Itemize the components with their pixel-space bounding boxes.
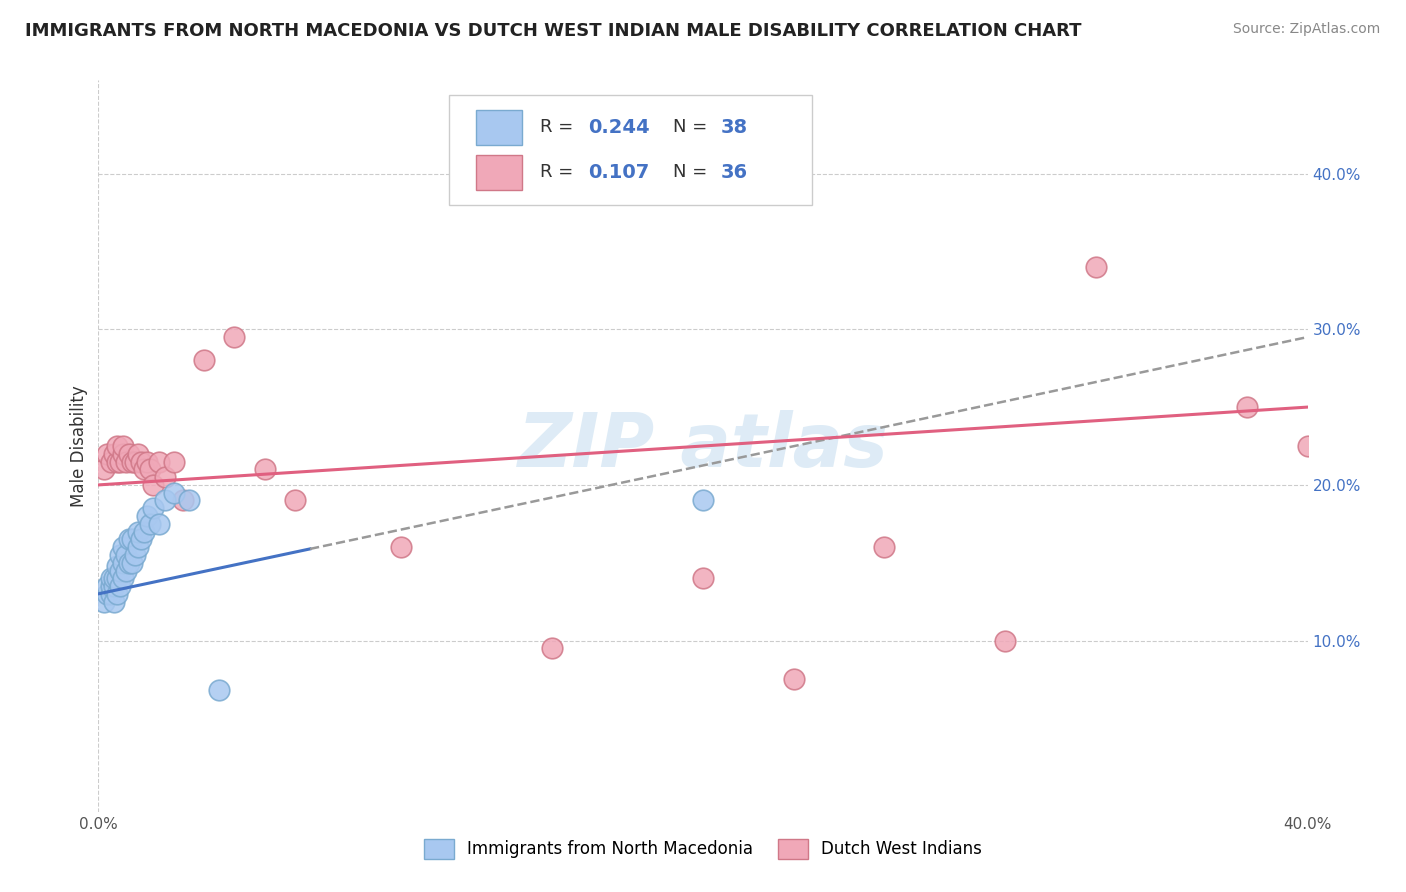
Dutch West Indians [1085, 260, 1108, 274]
Text: ZIP atlas: ZIP atlas [517, 409, 889, 483]
Immigrants from North Macedonia [121, 533, 143, 547]
Dutch West Indians [1236, 400, 1258, 414]
Dutch West Indians [163, 454, 186, 468]
Text: Source: ZipAtlas.com: Source: ZipAtlas.com [1233, 22, 1381, 37]
Immigrants from North Macedonia [111, 571, 134, 585]
Dutch West Indians [93, 462, 115, 476]
Immigrants from North Macedonia [105, 587, 128, 601]
Immigrants from North Macedonia [108, 579, 131, 593]
Immigrants from North Macedonia [148, 516, 170, 531]
Dutch West Indians [135, 454, 157, 468]
Dutch West Indians [139, 462, 162, 476]
Immigrants from North Macedonia [108, 548, 131, 562]
Dutch West Indians [108, 454, 131, 468]
Dutch West Indians [105, 439, 128, 453]
FancyBboxPatch shape [475, 110, 522, 145]
Immigrants from North Macedonia [103, 571, 125, 585]
Immigrants from North Macedonia [127, 524, 149, 539]
Dutch West Indians [111, 447, 134, 461]
Text: 36: 36 [721, 163, 748, 182]
Immigrants from North Macedonia [135, 509, 157, 524]
Immigrants from North Macedonia [100, 571, 122, 585]
Immigrants from North Macedonia [103, 579, 125, 593]
Text: N =: N = [672, 118, 713, 136]
Immigrants from North Macedonia [105, 558, 128, 573]
Dutch West Indians [100, 454, 122, 468]
Immigrants from North Macedonia [96, 579, 118, 593]
Immigrants from North Macedonia [105, 571, 128, 585]
Text: R =: R = [540, 163, 579, 181]
Immigrants from North Macedonia [153, 493, 176, 508]
Immigrants from North Macedonia [692, 493, 714, 508]
Dutch West Indians [692, 571, 714, 585]
Immigrants from North Macedonia [114, 564, 136, 578]
Y-axis label: Male Disability: Male Disability [70, 385, 89, 507]
Dutch West Indians [124, 454, 146, 468]
Immigrants from North Macedonia [132, 524, 155, 539]
Dutch West Indians [132, 462, 155, 476]
FancyBboxPatch shape [449, 95, 811, 204]
Dutch West Indians [127, 447, 149, 461]
Dutch West Indians [284, 493, 307, 508]
Text: 0.244: 0.244 [588, 118, 650, 136]
Immigrants from North Macedonia [103, 594, 125, 608]
Dutch West Indians [172, 493, 194, 508]
Immigrants from North Macedonia [111, 556, 134, 570]
Dutch West Indians [873, 540, 896, 554]
Legend: Immigrants from North Macedonia, Dutch West Indians: Immigrants from North Macedonia, Dutch W… [418, 832, 988, 865]
Dutch West Indians [111, 439, 134, 453]
Text: N =: N = [672, 163, 713, 181]
Immigrants from North Macedonia [121, 556, 143, 570]
FancyBboxPatch shape [475, 155, 522, 190]
Dutch West Indians [103, 447, 125, 461]
Immigrants from North Macedonia [93, 594, 115, 608]
Immigrants from North Macedonia [139, 516, 162, 531]
Dutch West Indians [96, 447, 118, 461]
Dutch West Indians [121, 454, 143, 468]
Immigrants from North Macedonia [142, 501, 165, 516]
Dutch West Indians [118, 447, 141, 461]
Immigrants from North Macedonia [163, 485, 186, 500]
Immigrants from North Macedonia [127, 540, 149, 554]
Immigrants from North Macedonia [129, 533, 152, 547]
Text: 38: 38 [721, 118, 748, 136]
Text: R =: R = [540, 118, 579, 136]
Dutch West Indians [783, 673, 806, 687]
Dutch West Indians [153, 470, 176, 484]
Dutch West Indians [114, 454, 136, 468]
Immigrants from North Macedonia [114, 548, 136, 562]
Immigrants from North Macedonia [124, 548, 146, 562]
Dutch West Indians [105, 454, 128, 468]
Dutch West Indians [389, 540, 412, 554]
Immigrants from North Macedonia [118, 556, 141, 570]
Dutch West Indians [253, 462, 276, 476]
Dutch West Indians [1296, 439, 1319, 453]
Dutch West Indians [540, 641, 562, 656]
Immigrants from North Macedonia [118, 533, 141, 547]
Text: IMMIGRANTS FROM NORTH MACEDONIA VS DUTCH WEST INDIAN MALE DISABILITY CORRELATION: IMMIGRANTS FROM NORTH MACEDONIA VS DUTCH… [25, 22, 1081, 40]
Immigrants from North Macedonia [100, 587, 122, 601]
Immigrants from North Macedonia [96, 587, 118, 601]
Immigrants from North Macedonia [111, 540, 134, 554]
Immigrants from North Macedonia [179, 493, 201, 508]
Immigrants from North Macedonia [208, 683, 231, 698]
Dutch West Indians [129, 454, 152, 468]
Dutch West Indians [193, 353, 215, 368]
Immigrants from North Macedonia [108, 564, 131, 578]
Text: 0.107: 0.107 [588, 163, 650, 182]
Immigrants from North Macedonia [100, 579, 122, 593]
Dutch West Indians [224, 330, 246, 344]
Dutch West Indians [142, 478, 165, 492]
Dutch West Indians [148, 454, 170, 468]
Dutch West Indians [994, 633, 1017, 648]
